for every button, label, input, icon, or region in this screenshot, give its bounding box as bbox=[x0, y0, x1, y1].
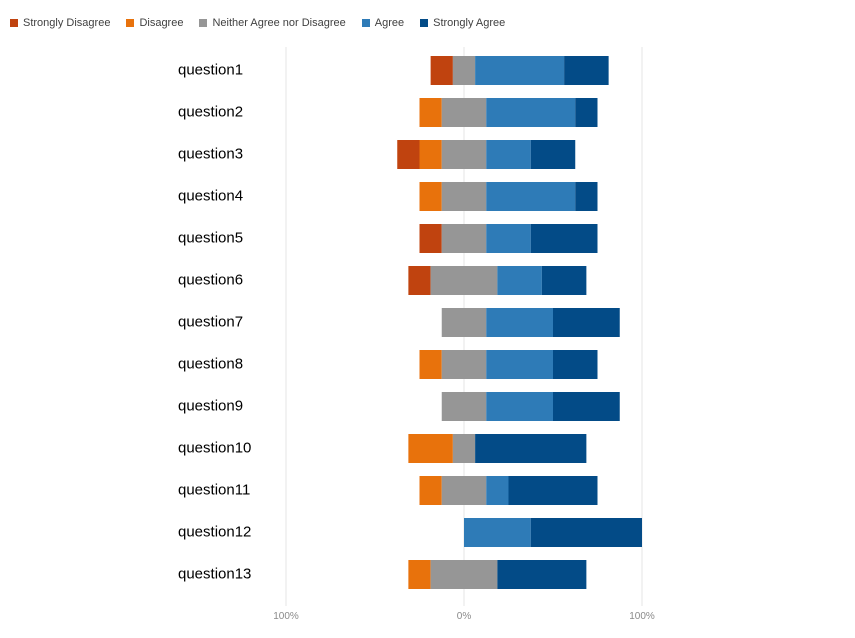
bar-question2-neither-agree-nor-disagree bbox=[441, 98, 487, 127]
bar-question7-strongly-agree bbox=[553, 308, 620, 337]
bar-question4-agree bbox=[486, 182, 576, 211]
bar-question3-neither-agree-nor-disagree bbox=[441, 140, 487, 169]
bar-question2-disagree bbox=[419, 98, 442, 127]
legend-swatch-agree bbox=[361, 19, 370, 27]
bar-question9-neither-agree-nor-disagree bbox=[441, 392, 487, 421]
legend-label-strongly-agree: Strongly Agree bbox=[433, 17, 506, 29]
legend-label-neither: Neither Agree nor Disagree bbox=[212, 17, 346, 29]
category-label-question11: question11 bbox=[178, 482, 250, 499]
bar-question5-agree bbox=[486, 224, 531, 253]
bar-question8-disagree bbox=[419, 350, 442, 379]
bar-question13-neither-agree-nor-disagree bbox=[430, 560, 498, 589]
category-label-question1: question1 bbox=[178, 62, 243, 79]
category-label-question3: question3 bbox=[178, 146, 243, 163]
legend-item-agree: Agree bbox=[361, 17, 405, 29]
bar-question4-strongly-agree bbox=[575, 182, 598, 211]
legend-item-disagree: Disagree bbox=[126, 17, 183, 29]
bar-question9-agree bbox=[486, 392, 553, 421]
x-tick-label-1: 0% bbox=[457, 611, 472, 622]
bar-question1-strongly-agree bbox=[564, 56, 609, 85]
bar-question13-disagree bbox=[408, 560, 431, 589]
bar-question10-neither-agree-nor-disagree bbox=[452, 434, 476, 463]
bar-question6-agree bbox=[497, 266, 542, 295]
category-label-question9: question9 bbox=[178, 398, 243, 415]
bar-question10-strongly-agree bbox=[475, 434, 587, 463]
category-label-question10: question10 bbox=[178, 440, 251, 457]
legend-label-disagree: Disagree bbox=[139, 17, 184, 29]
bar-question11-agree bbox=[486, 476, 509, 505]
bar-question6-neither-agree-nor-disagree bbox=[430, 266, 498, 295]
bar-question8-agree bbox=[486, 350, 553, 379]
category-label-question8: question8 bbox=[178, 356, 243, 373]
category-label-question6: question6 bbox=[178, 272, 243, 289]
bar-question3-strongly-disagree bbox=[397, 140, 420, 169]
bar-question4-disagree bbox=[419, 182, 442, 211]
category-label-question13: question13 bbox=[178, 566, 251, 583]
bar-question8-neither-agree-nor-disagree bbox=[441, 350, 487, 379]
bar-question13-strongly-agree bbox=[497, 560, 587, 589]
legend-item-neither: Neither Agree nor Disagree bbox=[199, 17, 346, 29]
bar-question2-strongly-agree bbox=[575, 98, 598, 127]
bar-question6-strongly-agree bbox=[541, 266, 587, 295]
bar-question12-agree bbox=[464, 518, 531, 547]
bar-question3-disagree bbox=[419, 140, 442, 169]
legend-label-agree: Agree bbox=[374, 17, 405, 29]
bar-question7-neither-agree-nor-disagree bbox=[441, 308, 487, 337]
legend-swatch-strongly-agree bbox=[420, 19, 429, 27]
bar-question1-neither-agree-nor-disagree bbox=[452, 56, 476, 85]
bar-question9-strongly-agree bbox=[553, 392, 620, 421]
bar-question5-strongly-disagree bbox=[419, 224, 442, 253]
bar-question1-strongly-disagree bbox=[430, 56, 453, 85]
bar-question5-neither-agree-nor-disagree bbox=[441, 224, 487, 253]
bar-question4-neither-agree-nor-disagree bbox=[441, 182, 487, 211]
bar-question3-agree bbox=[486, 140, 531, 169]
legend-swatch-neither bbox=[199, 19, 208, 27]
bar-question3-strongly-agree bbox=[530, 140, 576, 169]
bar-question11-strongly-agree bbox=[508, 476, 598, 505]
bar-question1-agree bbox=[475, 56, 565, 85]
bar-question11-disagree bbox=[419, 476, 442, 505]
bar-question11-neither-agree-nor-disagree bbox=[441, 476, 487, 505]
category-label-question7: question7 bbox=[178, 314, 243, 331]
legend-item-strongly-agree: Strongly Agree bbox=[420, 17, 505, 29]
x-tick-label-2: 100% bbox=[629, 611, 655, 622]
category-label-question2: question2 bbox=[178, 104, 243, 121]
category-label-question5: question5 bbox=[178, 230, 243, 247]
legend-swatch-strongly-disagree bbox=[10, 19, 18, 27]
bar-question10-disagree bbox=[408, 434, 453, 463]
bar-question7-agree bbox=[486, 308, 553, 337]
bar-question5-strongly-agree bbox=[530, 224, 598, 253]
category-label-question4: question4 bbox=[178, 188, 243, 205]
category-label-question12: question12 bbox=[178, 524, 251, 541]
legend-item-strongly-disagree: Strongly Disagree bbox=[10, 17, 110, 29]
bar-question6-strongly-disagree bbox=[408, 266, 431, 295]
bar-question8-strongly-agree bbox=[553, 350, 598, 379]
legend-swatch-disagree bbox=[126, 19, 135, 27]
chart-legend: Strongly Disagree Disagree Neither Agree… bbox=[10, 16, 521, 30]
legend-label-strongly-disagree: Strongly Disagree bbox=[23, 17, 111, 29]
bar-question2-agree bbox=[486, 98, 576, 127]
bar-question12-strongly-agree bbox=[530, 518, 642, 547]
x-tick-label-0: 100% bbox=[273, 611, 299, 622]
